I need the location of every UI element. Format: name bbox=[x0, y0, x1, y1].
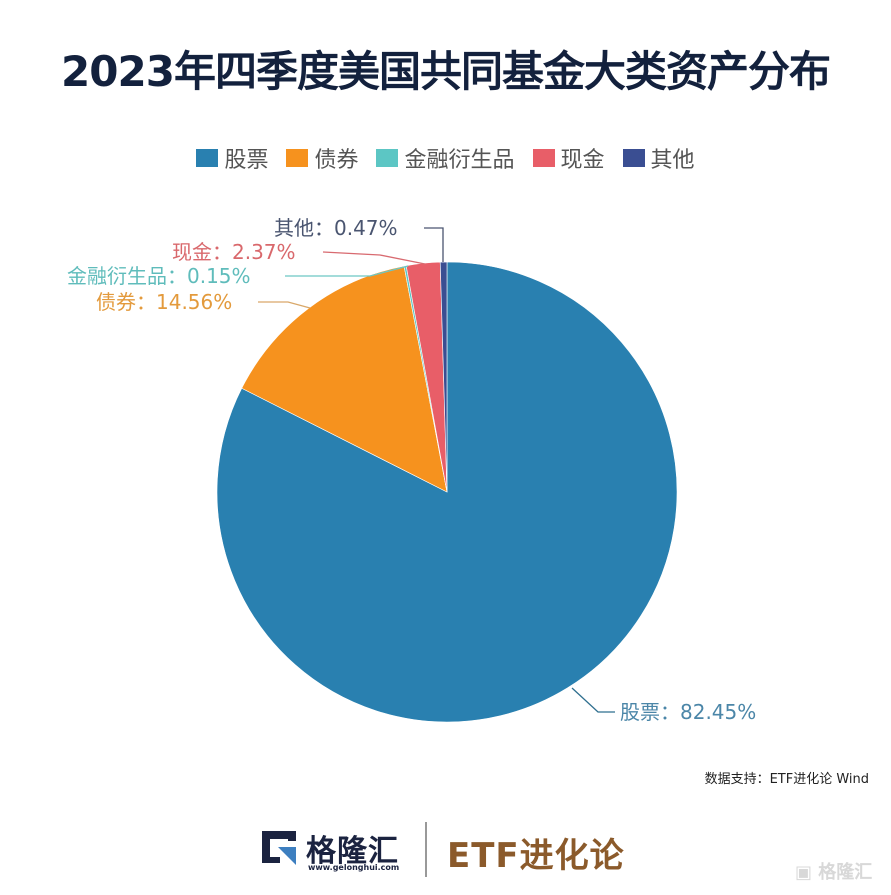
chart-title: 2023年四季度美国共同基金大类资产分布 bbox=[61, 47, 831, 96]
pie-slice-其他[interactable] bbox=[439, 261, 448, 493]
leader-line-cash bbox=[322, 251, 426, 265]
brand-url: www.gelonghui.com bbox=[308, 863, 400, 872]
legend-swatch bbox=[532, 149, 555, 167]
pie-slices bbox=[216, 261, 678, 723]
footer-divider bbox=[425, 822, 427, 877]
leader-line-bonds bbox=[258, 301, 311, 309]
label-stocks: 股票：82.45% bbox=[620, 700, 756, 724]
legend-label: 其他 bbox=[650, 148, 695, 173]
gelonghui-logo-icon bbox=[262, 831, 296, 865]
leader-line-other bbox=[424, 227, 444, 262]
legend-item-derivatives[interactable]: 金融衍生品 bbox=[376, 142, 515, 174]
legend-label: 债券 bbox=[314, 148, 359, 173]
label-derivatives: 金融衍生品：0.15% bbox=[67, 264, 251, 288]
legend-item-other[interactable]: 其他 bbox=[622, 142, 695, 174]
legend-swatch bbox=[376, 149, 399, 167]
legend-label: 金融衍生品 bbox=[404, 148, 515, 173]
legend-swatch bbox=[622, 149, 645, 167]
legend-swatch bbox=[286, 149, 309, 167]
legend-item-stocks[interactable]: 股票 bbox=[196, 142, 268, 174]
data-source: 数据支持：ETF进化论 Wind bbox=[704, 772, 869, 787]
legend-label: 现金 bbox=[560, 148, 605, 173]
label-cash: 现金：2.37% bbox=[172, 240, 296, 264]
label-bonds: 债券：14.56% bbox=[96, 290, 232, 314]
leader-line-derivatives bbox=[285, 265, 409, 277]
watermark-text: 格隆汇 bbox=[818, 862, 873, 883]
legend-item-bonds[interactable]: 债券 bbox=[286, 142, 358, 174]
legend: 股票 债券 金融衍生品 现金 其他 bbox=[0, 142, 891, 174]
brand-name: 格隆汇 bbox=[306, 834, 399, 869]
leader-line-stocks bbox=[571, 687, 615, 713]
partner-name: ETF进化论 bbox=[447, 836, 625, 876]
legend-label: 股票 bbox=[224, 148, 269, 173]
legend-swatch bbox=[196, 149, 219, 167]
watermark: ▣ 格隆汇 bbox=[795, 858, 872, 884]
label-other: 其他：0.47% bbox=[274, 216, 398, 240]
legend-item-cash[interactable]: 现金 bbox=[532, 142, 605, 174]
watermark-logo-icon: ▣ bbox=[795, 862, 813, 883]
